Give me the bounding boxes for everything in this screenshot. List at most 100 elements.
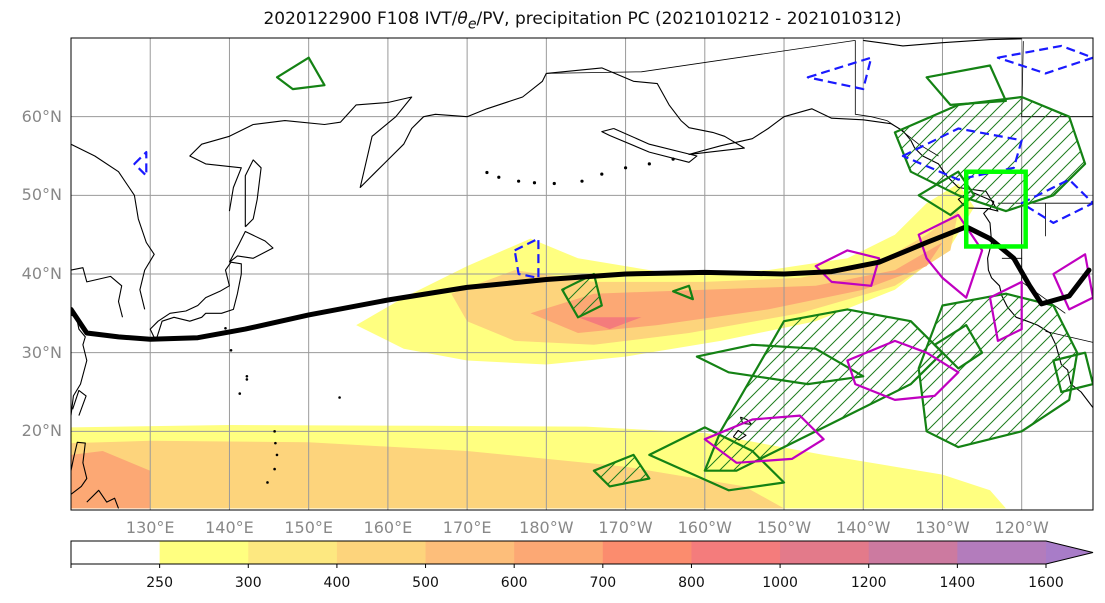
pv-contour-3 (988, 280, 1023, 342)
green-contours-layer (275, 56, 1093, 492)
colorbar-label-8: 1200 (850, 575, 887, 591)
green-contour-5 (275, 56, 326, 91)
y-tick-label-1: 30°N (21, 342, 62, 362)
y-tick-label-4: 60°N (21, 106, 62, 126)
colorbar-label-1: 300 (234, 575, 262, 591)
y-tick-label-3: 50°N (21, 185, 62, 205)
pv-contour-0 (846, 339, 960, 401)
colorbar-extend-arrow (1046, 541, 1093, 564)
coastline-5 (189, 73, 547, 212)
colorbar-bin-7 (691, 541, 781, 564)
coastline-0 (71, 143, 155, 310)
colorbar-label-10: 1600 (1028, 575, 1064, 591)
y-tick-label-0: 20°N (21, 421, 62, 441)
coastline-1 (71, 267, 124, 318)
x-tick-label-0: 130°E (125, 518, 175, 537)
colorbar-bin-6 (602, 541, 692, 564)
colorbar-bin-0 (71, 541, 161, 564)
small-island-9 (229, 349, 233, 352)
coastline-4 (244, 159, 262, 228)
x-tick-label-8: 150°W (756, 518, 812, 537)
coastline-9 (86, 489, 120, 509)
x-tick-label-5: 180°W (519, 518, 574, 537)
green-contour-7 (671, 284, 695, 301)
colorbar-outline (70, 540, 1094, 565)
colorbar-label-3: 500 (412, 575, 439, 591)
small-island-4 (273, 430, 276, 433)
region-box (963, 169, 1028, 249)
small-island-0 (266, 481, 269, 484)
colorbar (70, 540, 1094, 568)
precip-pc-hatching-layer (562, 97, 1086, 487)
ivt-contour-2 (530, 242, 943, 333)
green-contour-4 (1052, 351, 1093, 394)
coastline-8 (71, 441, 88, 495)
colorbar-bin-10 (957, 541, 1047, 564)
pv-contour-5 (814, 249, 881, 287)
coastline-2 (149, 261, 242, 342)
aleutian-island-2 (517, 179, 521, 183)
precip-pc-region-0 (704, 309, 943, 471)
colorbar-label-4: 600 (500, 575, 528, 591)
small-island-7 (245, 378, 249, 381)
precip-pc-region-4 (593, 454, 650, 487)
small-island-11 (224, 326, 227, 330)
precip-pc-outline-1 (917, 292, 1079, 449)
coastline-12 (601, 127, 698, 163)
colorbar-label-0: 250 (146, 575, 173, 591)
ivt-contour-5 (71, 440, 784, 509)
pv-contour-2 (917, 213, 984, 299)
theta-e-contour-layer (71, 224, 1092, 342)
x-tick-label-4: 170°E (442, 518, 492, 537)
pv-contours-layer (133, 44, 1093, 464)
colorbar-bin-9 (868, 541, 958, 564)
aleutian-island-7 (623, 166, 628, 170)
colorbar-label-5: 700 (589, 575, 617, 591)
border-0 (546, 40, 856, 74)
pv-contour-11 (996, 44, 1093, 75)
colorbar-bin-8 (780, 541, 870, 564)
green-contour-3 (917, 170, 976, 217)
small-island-3 (274, 441, 277, 445)
small-island-8 (238, 392, 242, 395)
aleutian-island-0 (485, 170, 489, 175)
pv-contour-7 (513, 237, 540, 279)
small-island-2 (275, 453, 279, 457)
chart-title: 2020122900 F108 IVT/θe/PV, precipitation… (263, 9, 902, 33)
x-tick-label-9: 140°W (836, 518, 891, 537)
precip-pc-region-2 (894, 97, 1086, 212)
colorbar-bin-2 (248, 541, 338, 564)
x-tick-label-7: 160°W (677, 518, 732, 537)
precip-pc-region-1 (918, 293, 1078, 448)
aleutian-island-9 (671, 157, 675, 161)
x-tick-label-1: 140°E (205, 518, 254, 537)
colorbar-bin-3 (336, 541, 427, 564)
colorbar-bin-5 (514, 541, 604, 564)
aleutian-island-1 (497, 175, 501, 179)
colorbar-bin-4 (425, 541, 515, 564)
small-island-6 (245, 374, 249, 378)
aleutian-island-4 (552, 181, 556, 186)
small-island-5 (338, 396, 341, 399)
x-tick-label-10: 130°W (915, 518, 970, 537)
aleutian-island-3 (532, 181, 537, 185)
colorbar-label-7: 1000 (762, 575, 798, 591)
x-tick-label-11: 120°W (994, 518, 1049, 537)
green-contour-1 (648, 426, 786, 492)
x-tick-label-3: 160°E (363, 518, 413, 537)
green-contour-0 (695, 343, 865, 386)
colorbar-bin-1 (159, 541, 249, 564)
small-island-1 (273, 467, 276, 471)
coastline-15 (863, 38, 1022, 47)
aleutian-island-8 (647, 162, 651, 166)
coastline-3 (228, 230, 274, 263)
pv-contour-1 (703, 414, 825, 464)
precip-pc-outline-4 (592, 453, 651, 488)
pv-contour-9 (1020, 178, 1093, 224)
green-contour-6 (925, 64, 1008, 107)
colorbar-label-2: 400 (323, 575, 351, 591)
green-contour-2 (933, 324, 984, 370)
theta-e-contour (71, 224, 1092, 342)
ivt-contour-6 (71, 451, 151, 509)
